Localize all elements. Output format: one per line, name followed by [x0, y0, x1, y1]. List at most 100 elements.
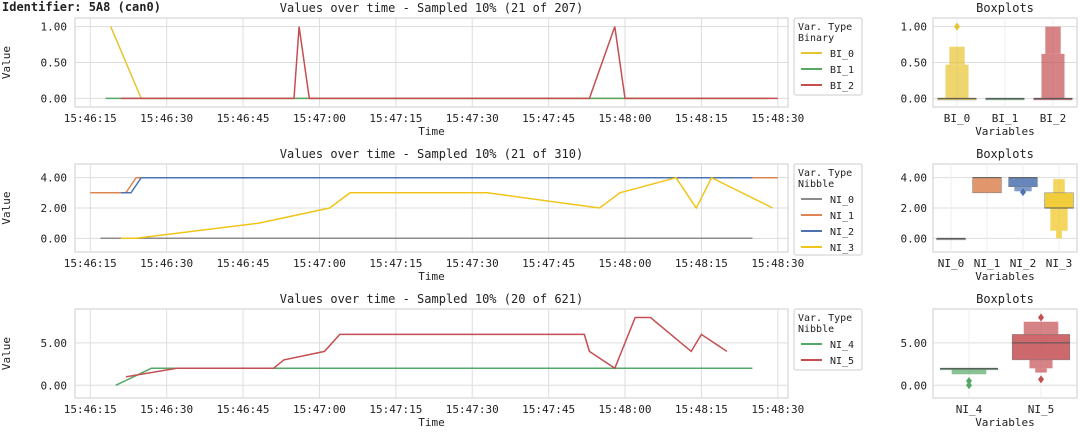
legend-box — [793, 163, 863, 256]
boxen-NI_3 — [1056, 230, 1062, 239]
y-axis-label: Value — [0, 46, 13, 79]
x-tick-label: 15:47:15 — [369, 403, 422, 416]
boxplot-title: Boxplots — [976, 292, 1034, 306]
x-axis-label: Variables — [975, 270, 1035, 283]
identifier-label: Identifier: 5A8 (can0) — [2, 0, 161, 14]
x-tick-label: NI_3 — [1046, 257, 1073, 270]
x-tick-label: 15:48:00 — [599, 257, 652, 270]
legend-title: Var. Type — [798, 313, 852, 324]
series-line-BI_2 — [120, 26, 778, 100]
boxen-NI_5 — [1035, 368, 1047, 373]
y-tick-label: 2.00 — [901, 202, 928, 215]
y-tick-label: 4.00 — [901, 172, 928, 185]
x-tick-label: 15:48:30 — [751, 112, 804, 125]
y-tick-label: 0.00 — [41, 379, 68, 392]
legend-label-NI_5: NI_5 — [830, 356, 854, 367]
x-tick-label: NI_2 — [1010, 257, 1037, 270]
chart-title: Values over time - Sampled 10% (20 of 62… — [280, 292, 583, 306]
x-tick-label: 15:47:15 — [369, 112, 422, 125]
boxen-BI_0 — [949, 46, 965, 65]
y-axis-label: Value — [0, 337, 13, 370]
boxen-NI_5 — [1023, 321, 1059, 335]
boxen-NI_4 — [951, 368, 987, 375]
boxen-BI_0 — [945, 64, 969, 99]
x-tick-label: 15:46:15 — [64, 257, 117, 270]
boxen-NI_3 — [1050, 208, 1068, 231]
boxen-BI_2 — [1045, 26, 1061, 54]
y-tick-label: 0.00 — [41, 92, 68, 105]
y-tick-label: 2.00 — [41, 202, 68, 215]
outlier-NI_2 — [1020, 188, 1026, 197]
x-tick-label: 15:46:45 — [217, 257, 270, 270]
y-tick-label: 0.00 — [901, 232, 928, 245]
x-tick-label: 15:46:15 — [64, 112, 117, 125]
y-tick-label: 1.00 — [901, 21, 928, 34]
x-tick-label: NI_0 — [938, 257, 965, 270]
series-line-NI_2 — [120, 176, 753, 194]
box-NI_1 — [972, 177, 1002, 194]
y-tick-label: 0.00 — [901, 379, 928, 392]
x-tick-label: 15:47:00 — [293, 112, 346, 125]
x-axis-label: Time — [418, 416, 445, 429]
y-tick-label: 0.00 — [901, 92, 928, 105]
boxplot-title: Boxplots — [976, 147, 1034, 161]
x-tick-label: 15:48:15 — [675, 403, 728, 416]
x-tick-label: 15:46:15 — [64, 403, 117, 416]
y-tick-label: 5.00 — [41, 337, 68, 350]
legend-label-BI_1: BI_1 — [830, 65, 854, 76]
x-tick-label: 15:48:15 — [675, 257, 728, 270]
boxen-NI_3 — [1053, 179, 1065, 193]
x-axis-label: Time — [418, 270, 445, 283]
x-tick-label: BI_0 — [944, 112, 971, 125]
legend-title: Var. Type — [798, 22, 852, 33]
series-line-NI_4 — [115, 367, 753, 386]
x-tick-label: 15:48:00 — [599, 403, 652, 416]
legend-label-NI_4: NI_4 — [830, 340, 854, 351]
box-NI_2 — [1008, 177, 1038, 188]
outlier-NI_5 — [1038, 375, 1044, 384]
legend-label-NI_1: NI_1 — [830, 211, 854, 222]
x-tick-label: 15:46:45 — [217, 112, 270, 125]
legend-box — [793, 17, 863, 96]
y-tick-label: 0.50 — [41, 57, 68, 70]
legend-title: Binary — [798, 33, 834, 44]
outlier-NI_4 — [966, 381, 972, 390]
legend-label-NI_3: NI_3 — [830, 243, 854, 254]
chart-title: Values over time - Sampled 10% (21 of 20… — [280, 1, 583, 15]
x-tick-label: 15:47:00 — [293, 403, 346, 416]
x-tick-label: BI_2 — [1040, 112, 1067, 125]
x-tick-label: 15:46:30 — [140, 112, 193, 125]
x-tick-label: NI_1 — [974, 257, 1001, 270]
x-tick-label: 15:46:45 — [217, 403, 270, 416]
boxen-NI_5 — [1029, 359, 1053, 369]
legend-label-BI_2: BI_2 — [830, 81, 854, 92]
x-tick-label: 15:48:30 — [751, 257, 804, 270]
legend-label-NI_2: NI_2 — [830, 227, 854, 238]
x-tick-label: NI_5 — [1028, 403, 1055, 416]
legend-title: Var. Type — [798, 168, 852, 179]
x-axis-label: Time — [418, 125, 445, 138]
x-axis-label: Variables — [975, 416, 1035, 429]
x-tick-label: BI_1 — [992, 112, 1019, 125]
boxen-BI_2 — [1041, 53, 1065, 99]
legend-label-BI_0: BI_0 — [830, 49, 854, 60]
x-tick-label: 15:47:45 — [522, 112, 575, 125]
y-tick-label: 0.00 — [41, 232, 68, 245]
legend-label-NI_0: NI_0 — [830, 195, 854, 206]
x-tick-label: 15:47:30 — [446, 403, 499, 416]
x-tick-label: 15:47:15 — [369, 257, 422, 270]
chart-title: Values over time - Sampled 10% (21 of 31… — [280, 147, 583, 161]
outlier-NI_5 — [1038, 313, 1044, 322]
x-tick-label: 15:48:00 — [599, 112, 652, 125]
x-tick-label: NI_4 — [956, 403, 983, 416]
x-tick-label: 15:47:45 — [522, 257, 575, 270]
x-tick-label: 15:47:45 — [522, 403, 575, 416]
x-tick-label: 15:48:30 — [751, 403, 804, 416]
x-tick-label: 15:46:30 — [140, 257, 193, 270]
box-NI_5 — [1011, 334, 1071, 361]
y-tick-label: 4.00 — [41, 172, 68, 185]
outlier-NI_4 — [966, 377, 972, 386]
x-tick-label: 15:46:30 — [140, 403, 193, 416]
legend-box — [793, 308, 863, 371]
